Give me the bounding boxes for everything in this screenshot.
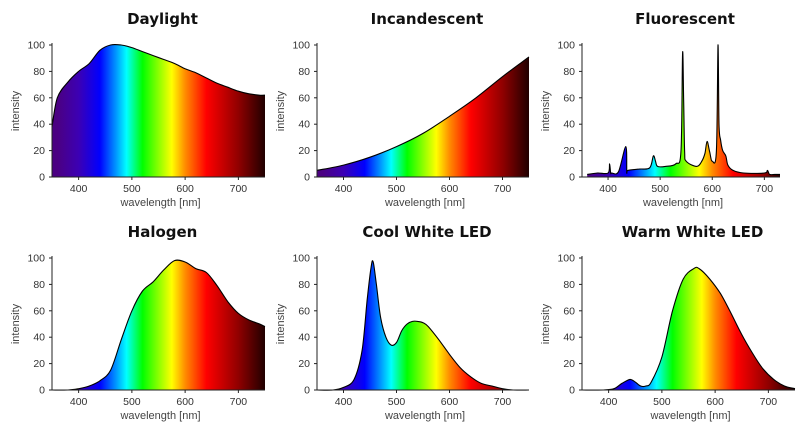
spectrum-line: [316, 56, 530, 171]
x-tick-label: 500: [123, 396, 141, 408]
x-tick-label: 500: [388, 396, 406, 408]
x-axis-label: wavelength [nm]: [384, 197, 465, 209]
y-axis-label: intensity: [275, 90, 287, 131]
y-tick-label: 100: [27, 253, 45, 265]
y-tick-label: 20: [563, 145, 575, 157]
y-tick-label: 0: [39, 385, 45, 397]
spectrum-line: [316, 260, 530, 391]
y-tick-label: 60: [298, 305, 310, 317]
x-tick-label: 600: [176, 396, 194, 408]
y-tick-label: 100: [292, 253, 310, 265]
chart-panel-2: Incandescent 0 20 40 60 80 100 400 500 600 700 wave…: [275, 10, 530, 209]
x-axis-label: wavelength [nm]: [642, 197, 723, 209]
x-axis-label: wavelength [nm]: [119, 197, 200, 209]
x-tick-label: 400: [70, 396, 88, 408]
y-tick-label: 60: [33, 305, 45, 317]
chart-title: Halogen: [128, 223, 198, 241]
chart-title: Incandescent: [371, 10, 484, 28]
x-tick-label: 700: [494, 183, 512, 195]
y-axis-label: intensity: [10, 90, 22, 131]
x-tick-label: 500: [651, 183, 669, 195]
y-tick-label: 20: [33, 145, 45, 157]
y-tick-label: 0: [304, 172, 310, 184]
spectrum-line: [51, 259, 266, 391]
y-axis-label: intensity: [275, 303, 287, 344]
y-tick-label: 40: [563, 332, 575, 344]
y-tick-label: 20: [563, 358, 575, 370]
x-tick-label: 700: [494, 396, 512, 408]
chart-panel-3: Fluorescent 0 20 40 60 80 100 400 500 600 700 wavel…: [540, 10, 780, 209]
y-axis-label: intensity: [540, 90, 552, 131]
x-tick-label: 400: [335, 396, 353, 408]
x-axis-label: wavelength [nm]: [649, 410, 730, 422]
x-tick-label: 400: [600, 396, 618, 408]
y-tick-label: 60: [563, 305, 575, 317]
x-tick-label: 400: [599, 183, 617, 195]
y-tick-label: 80: [298, 66, 310, 78]
spectrum-area: [52, 44, 265, 177]
y-tick-label: 100: [557, 40, 575, 52]
y-tick-label: 40: [33, 119, 45, 131]
x-axis-label: wavelength [nm]: [384, 410, 465, 422]
x-tick-label: 700: [230, 396, 248, 408]
y-tick-label: 80: [33, 66, 45, 78]
x-tick-label: 600: [441, 183, 459, 195]
y-tick-label: 40: [298, 332, 310, 344]
x-tick-label: 700: [760, 396, 778, 408]
spectrum-line: [51, 43, 266, 127]
x-axis-label: wavelength [nm]: [119, 410, 200, 422]
y-tick-label: 60: [563, 92, 575, 104]
y-axis-label: intensity: [540, 303, 552, 344]
chart-panel-4: Halogen 0 20 40 60 80 100 400 500 600 700 wavelengt…: [10, 223, 266, 422]
spectrum-area: [317, 56, 529, 177]
x-tick-label: 700: [756, 183, 774, 195]
chart-title: Daylight: [127, 10, 198, 28]
x-tick-label: 400: [335, 183, 353, 195]
chart-panel-6: Warm White LED 0 20 40 60 80 100 400 500 600 700 wa…: [540, 223, 796, 422]
y-tick-label: 80: [563, 279, 575, 291]
x-tick-label: 500: [388, 183, 406, 195]
y-tick-label: 40: [33, 332, 45, 344]
y-tick-label: 20: [298, 358, 310, 370]
x-tick-label: 600: [176, 183, 194, 195]
x-tick-label: 600: [441, 396, 459, 408]
x-tick-label: 600: [703, 183, 721, 195]
y-tick-label: 80: [33, 279, 45, 291]
y-tick-label: 20: [33, 358, 45, 370]
x-tick-label: 500: [653, 396, 671, 408]
y-tick-label: 80: [298, 279, 310, 291]
chart-title: Warm White LED: [622, 223, 764, 241]
y-tick-label: 100: [292, 40, 310, 52]
y-tick-label: 60: [298, 92, 310, 104]
y-tick-label: 100: [27, 40, 45, 52]
y-tick-label: 40: [563, 119, 575, 131]
spectrum-line: [581, 266, 796, 391]
x-tick-label: 700: [230, 183, 248, 195]
y-tick-label: 0: [569, 385, 575, 397]
y-tick-label: 60: [33, 92, 45, 104]
y-tick-label: 40: [298, 119, 310, 131]
y-axis-label: intensity: [10, 303, 22, 344]
chart-panel-1: Daylight 0 20 40 60 80 100 400 500 600 700 waveleng…: [10, 10, 266, 209]
x-tick-label: 500: [123, 183, 141, 195]
x-tick-label: 600: [706, 396, 724, 408]
chart-panel-5: Cool White LED 0 20 40 60 80 100 400 500 600 700 wa…: [275, 223, 530, 422]
chart-title: Cool White LED: [362, 223, 491, 241]
y-tick-label: 20: [298, 145, 310, 157]
spectrum-line: [587, 44, 780, 176]
y-tick-label: 0: [304, 385, 310, 397]
chart-title: Fluorescent: [635, 10, 735, 28]
spectrum-area: [52, 260, 265, 391]
spectrum-area: [582, 267, 795, 391]
spectrum-area: [317, 260, 529, 391]
x-tick-label: 400: [70, 183, 88, 195]
y-tick-label: 100: [557, 253, 575, 265]
y-tick-label: 0: [569, 172, 575, 184]
y-tick-label: 0: [39, 172, 45, 184]
y-tick-label: 80: [563, 66, 575, 78]
